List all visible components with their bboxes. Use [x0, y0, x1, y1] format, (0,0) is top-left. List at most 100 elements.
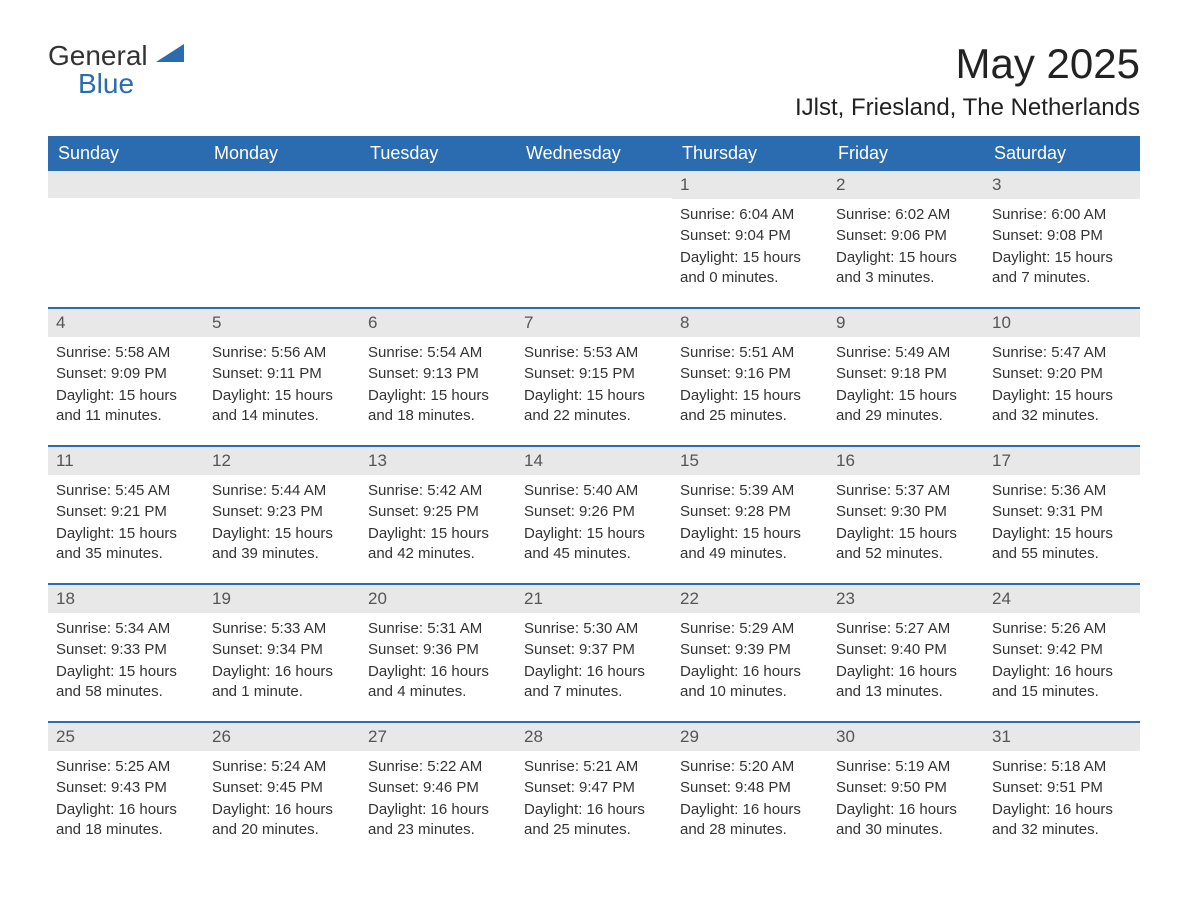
cell-body: Sunrise: 5:37 AMSunset: 9:30 PMDaylight:… — [828, 475, 984, 564]
cell-body: Sunrise: 5:22 AMSunset: 9:46 PMDaylight:… — [360, 751, 516, 840]
calendar-cell: 18Sunrise: 5:34 AMSunset: 9:33 PMDayligh… — [48, 585, 204, 705]
calendar-cell: 27Sunrise: 5:22 AMSunset: 9:46 PMDayligh… — [360, 723, 516, 843]
sunset-text: Sunset: 9:43 PM — [56, 778, 196, 798]
day-number: 21 — [516, 585, 672, 613]
sunset-text: Sunset: 9:31 PM — [992, 502, 1132, 522]
sunset-text: Sunset: 9:28 PM — [680, 502, 820, 522]
daylight-text: Daylight: 16 hours and 13 minutes. — [836, 662, 976, 703]
sunrise-text: Sunrise: 5:49 AM — [836, 343, 976, 363]
daylight-text: Daylight: 15 hours and 32 minutes. — [992, 386, 1132, 427]
cell-body: Sunrise: 5:34 AMSunset: 9:33 PMDaylight:… — [48, 613, 204, 702]
day-number: 4 — [48, 309, 204, 337]
daylight-text: Daylight: 16 hours and 23 minutes. — [368, 800, 508, 841]
sunrise-text: Sunrise: 5:54 AM — [368, 343, 508, 363]
sunset-text: Sunset: 9:50 PM — [836, 778, 976, 798]
daylight-text: Daylight: 16 hours and 28 minutes. — [680, 800, 820, 841]
day-header-thursday: Thursday — [672, 136, 828, 171]
day-number: 10 — [984, 309, 1140, 337]
daylight-text: Daylight: 16 hours and 4 minutes. — [368, 662, 508, 703]
day-number: 2 — [828, 171, 984, 199]
cell-body: Sunrise: 5:58 AMSunset: 9:09 PMDaylight:… — [48, 337, 204, 426]
week-row: 25Sunrise: 5:25 AMSunset: 9:43 PMDayligh… — [48, 721, 1140, 843]
day-header-row: SundayMondayTuesdayWednesdayThursdayFrid… — [48, 136, 1140, 171]
logo-text-blue: Blue — [78, 68, 190, 100]
day-number: 13 — [360, 447, 516, 475]
sunrise-text: Sunrise: 5:33 AM — [212, 619, 352, 639]
sunrise-text: Sunrise: 5:20 AM — [680, 757, 820, 777]
calendar-cell: 11Sunrise: 5:45 AMSunset: 9:21 PMDayligh… — [48, 447, 204, 567]
daylight-text: Daylight: 15 hours and 7 minutes. — [992, 248, 1132, 289]
day-number: 16 — [828, 447, 984, 475]
calendar-cell: 20Sunrise: 5:31 AMSunset: 9:36 PMDayligh… — [360, 585, 516, 705]
sunset-text: Sunset: 9:09 PM — [56, 364, 196, 384]
daylight-text: Daylight: 15 hours and 11 minutes. — [56, 386, 196, 427]
sunset-text: Sunset: 9:45 PM — [212, 778, 352, 798]
daylight-text: Daylight: 15 hours and 29 minutes. — [836, 386, 976, 427]
cell-body: Sunrise: 6:00 AMSunset: 9:08 PMDaylight:… — [984, 199, 1140, 288]
daylight-text: Daylight: 16 hours and 18 minutes. — [56, 800, 196, 841]
logo: General Blue — [48, 40, 190, 100]
sunrise-text: Sunrise: 5:26 AM — [992, 619, 1132, 639]
cell-body: Sunrise: 5:33 AMSunset: 9:34 PMDaylight:… — [204, 613, 360, 702]
calendar-cell: 5Sunrise: 5:56 AMSunset: 9:11 PMDaylight… — [204, 309, 360, 429]
sunset-text: Sunset: 9:26 PM — [524, 502, 664, 522]
cell-body: Sunrise: 6:02 AMSunset: 9:06 PMDaylight:… — [828, 199, 984, 288]
sunset-text: Sunset: 9:37 PM — [524, 640, 664, 660]
sunrise-text: Sunrise: 5:39 AM — [680, 481, 820, 501]
daylight-text: Daylight: 15 hours and 42 minutes. — [368, 524, 508, 565]
header: General Blue May 2025 IJlst, Friesland, … — [48, 40, 1140, 122]
sunset-text: Sunset: 9:42 PM — [992, 640, 1132, 660]
sunset-text: Sunset: 9:23 PM — [212, 502, 352, 522]
sunrise-text: Sunrise: 5:51 AM — [680, 343, 820, 363]
day-number — [516, 171, 672, 198]
daylight-text: Daylight: 15 hours and 14 minutes. — [212, 386, 352, 427]
sunrise-text: Sunrise: 5:31 AM — [368, 619, 508, 639]
sunrise-text: Sunrise: 5:47 AM — [992, 343, 1132, 363]
calendar-cell: 25Sunrise: 5:25 AMSunset: 9:43 PMDayligh… — [48, 723, 204, 843]
sunset-text: Sunset: 9:40 PM — [836, 640, 976, 660]
cell-body: Sunrise: 5:30 AMSunset: 9:37 PMDaylight:… — [516, 613, 672, 702]
cell-body: Sunrise: 5:39 AMSunset: 9:28 PMDaylight:… — [672, 475, 828, 564]
cell-body: Sunrise: 5:21 AMSunset: 9:47 PMDaylight:… — [516, 751, 672, 840]
daylight-text: Daylight: 16 hours and 1 minute. — [212, 662, 352, 703]
daylight-text: Daylight: 16 hours and 32 minutes. — [992, 800, 1132, 841]
cell-body: Sunrise: 6:04 AMSunset: 9:04 PMDaylight:… — [672, 199, 828, 288]
sunrise-text: Sunrise: 5:36 AM — [992, 481, 1132, 501]
calendar-cell: 13Sunrise: 5:42 AMSunset: 9:25 PMDayligh… — [360, 447, 516, 567]
calendar-cell: 8Sunrise: 5:51 AMSunset: 9:16 PMDaylight… — [672, 309, 828, 429]
daylight-text: Daylight: 15 hours and 25 minutes. — [680, 386, 820, 427]
day-number: 7 — [516, 309, 672, 337]
calendar-cell: 30Sunrise: 5:19 AMSunset: 9:50 PMDayligh… — [828, 723, 984, 843]
cell-body: Sunrise: 5:40 AMSunset: 9:26 PMDaylight:… — [516, 475, 672, 564]
cell-body: Sunrise: 5:25 AMSunset: 9:43 PMDaylight:… — [48, 751, 204, 840]
sunset-text: Sunset: 9:46 PM — [368, 778, 508, 798]
day-number: 31 — [984, 723, 1140, 751]
calendar-cell: 29Sunrise: 5:20 AMSunset: 9:48 PMDayligh… — [672, 723, 828, 843]
day-header-saturday: Saturday — [984, 136, 1140, 171]
sunset-text: Sunset: 9:51 PM — [992, 778, 1132, 798]
day-number — [48, 171, 204, 198]
calendar-cell: 4Sunrise: 5:58 AMSunset: 9:09 PMDaylight… — [48, 309, 204, 429]
cell-body: Sunrise: 5:45 AMSunset: 9:21 PMDaylight:… — [48, 475, 204, 564]
calendar-cell: 17Sunrise: 5:36 AMSunset: 9:31 PMDayligh… — [984, 447, 1140, 567]
cell-body: Sunrise: 5:51 AMSunset: 9:16 PMDaylight:… — [672, 337, 828, 426]
sunset-text: Sunset: 9:08 PM — [992, 226, 1132, 246]
day-number: 20 — [360, 585, 516, 613]
day-number: 5 — [204, 309, 360, 337]
day-number: 24 — [984, 585, 1140, 613]
cell-body: Sunrise: 5:54 AMSunset: 9:13 PMDaylight:… — [360, 337, 516, 426]
calendar-cell: 7Sunrise: 5:53 AMSunset: 9:15 PMDaylight… — [516, 309, 672, 429]
day-number: 26 — [204, 723, 360, 751]
sunset-text: Sunset: 9:20 PM — [992, 364, 1132, 384]
cell-body: Sunrise: 5:44 AMSunset: 9:23 PMDaylight:… — [204, 475, 360, 564]
sunset-text: Sunset: 9:39 PM — [680, 640, 820, 660]
calendar-cell: 3Sunrise: 6:00 AMSunset: 9:08 PMDaylight… — [984, 171, 1140, 291]
daylight-text: Daylight: 16 hours and 20 minutes. — [212, 800, 352, 841]
day-number: 18 — [48, 585, 204, 613]
daylight-text: Daylight: 16 hours and 10 minutes. — [680, 662, 820, 703]
sunset-text: Sunset: 9:48 PM — [680, 778, 820, 798]
day-number: 15 — [672, 447, 828, 475]
sunrise-text: Sunrise: 5:24 AM — [212, 757, 352, 777]
calendar-cell: 16Sunrise: 5:37 AMSunset: 9:30 PMDayligh… — [828, 447, 984, 567]
sunset-text: Sunset: 9:15 PM — [524, 364, 664, 384]
